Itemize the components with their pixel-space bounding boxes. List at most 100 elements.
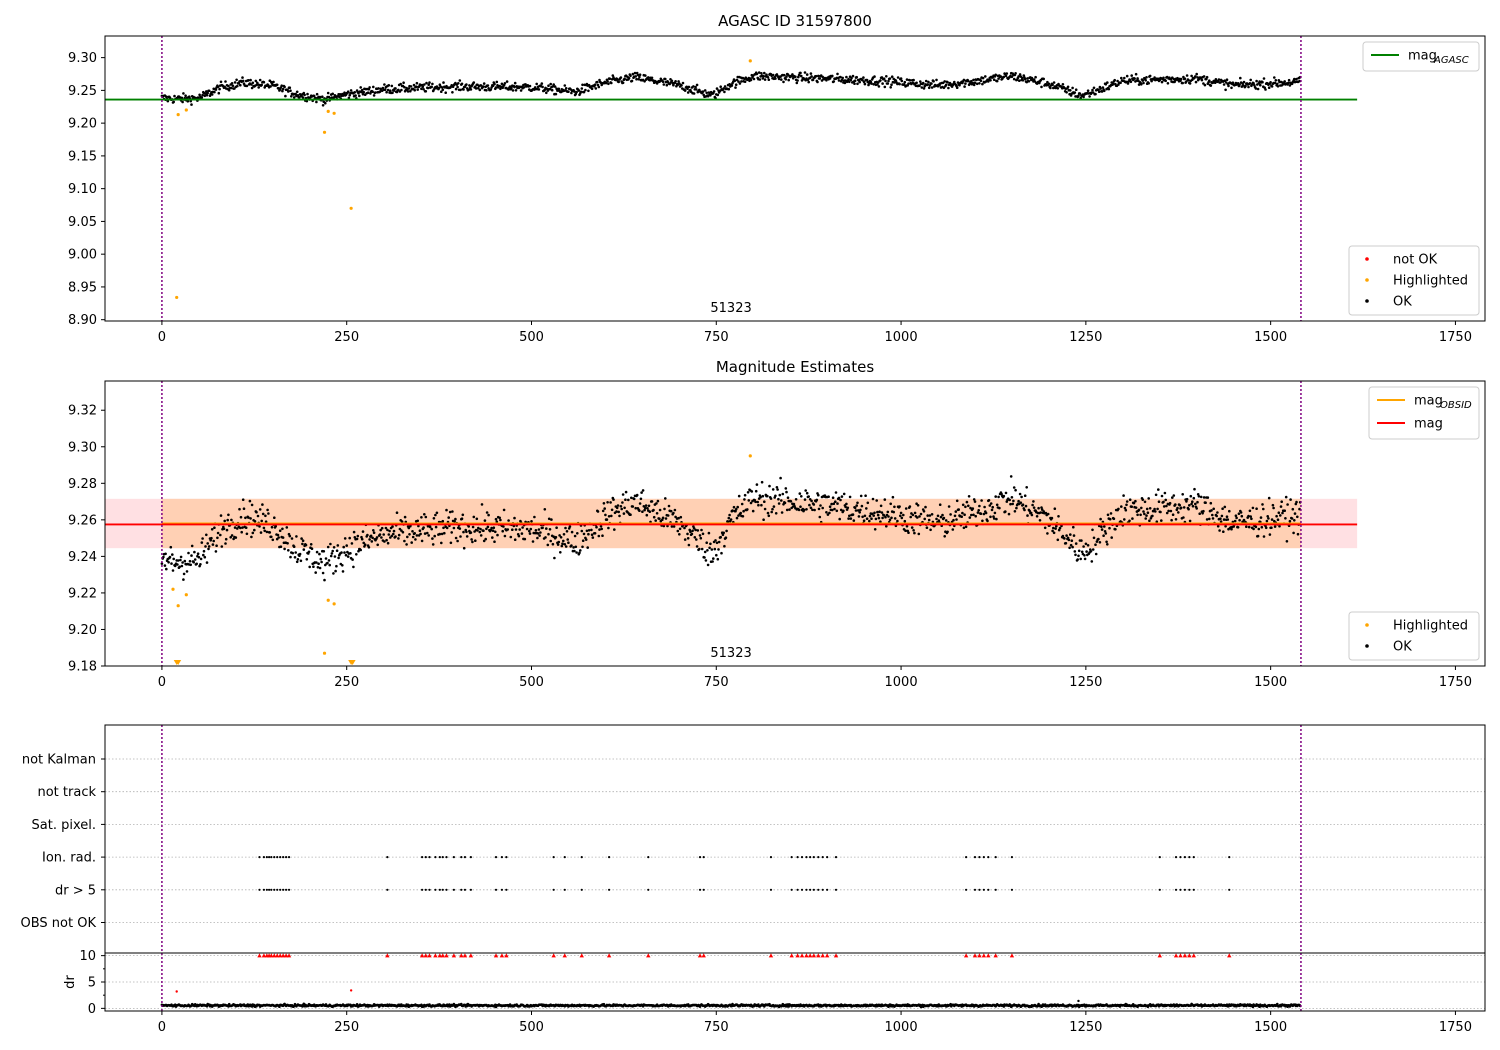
ok-point (206, 91, 209, 95)
ok-point (425, 81, 428, 85)
flag-point-ion-rad (1179, 856, 1182, 859)
ok-point (943, 535, 946, 538)
ok-point (941, 513, 944, 517)
ok-point (963, 513, 966, 516)
ok-point (537, 88, 541, 91)
flag-point-ion-rad (826, 856, 829, 859)
ok-point (715, 87, 719, 90)
ok-point (1028, 509, 1031, 513)
ok-point (683, 526, 686, 530)
ok-point (623, 77, 626, 81)
flag-point-ion-rad (438, 856, 441, 859)
ok-point (868, 519, 871, 523)
ok-point (1205, 518, 1209, 521)
ok-point (521, 526, 524, 529)
ok-point (785, 75, 788, 78)
ok-point (596, 510, 600, 513)
ok-point (332, 546, 336, 549)
ok-point (1040, 506, 1043, 509)
legend-line-subscript: AGASC (1433, 55, 1469, 66)
ok-point (717, 548, 720, 551)
ok-point (989, 502, 993, 505)
ok-point (268, 531, 272, 534)
ok-point (251, 81, 255, 85)
flag-point-ion-rad (262, 856, 266, 859)
ok-point (655, 502, 658, 505)
ok-point (1011, 502, 1014, 506)
ok-point (712, 557, 715, 560)
ok-point (610, 514, 613, 518)
ok-point (271, 538, 275, 542)
ok-point (440, 541, 443, 545)
ok-point (178, 565, 181, 569)
ok-point (758, 78, 762, 81)
ok-point (1042, 77, 1045, 81)
ok-point (415, 534, 419, 537)
ok-point (890, 75, 894, 78)
flag-point-ion-rad (563, 856, 566, 859)
ok-point (1120, 76, 1123, 80)
ok-point (968, 516, 972, 519)
flag-point-dr-gt-5 (809, 888, 812, 891)
ok-point (896, 519, 899, 523)
ok-point (728, 513, 731, 517)
ok-point (1136, 77, 1139, 80)
ok-point (1273, 76, 1276, 79)
ok-point (821, 506, 824, 510)
ok-point (833, 507, 836, 511)
ok-point (794, 75, 797, 78)
ok-point (804, 489, 807, 492)
ok-point (241, 79, 245, 83)
ok-point (254, 79, 258, 83)
ok-point (1179, 506, 1183, 510)
ok-point (965, 500, 969, 504)
ok-point (205, 93, 209, 97)
ok-point (1201, 512, 1204, 515)
ok-point (478, 88, 482, 92)
ok-point (1181, 493, 1184, 496)
ok-point (284, 94, 287, 98)
ok-point (809, 72, 813, 75)
ok-point (964, 525, 968, 529)
highlighted-point (322, 130, 327, 134)
ok-point (348, 536, 352, 540)
x-tick-label: 1750 (1439, 675, 1472, 690)
ok-point (1269, 81, 1272, 84)
ok-point (420, 87, 423, 91)
ok-point (283, 85, 286, 89)
ok-point (295, 90, 299, 94)
ok-point (665, 83, 669, 87)
y-tick-label: 8.90 (68, 313, 97, 328)
ok-point (1157, 500, 1161, 504)
ok-point (1122, 494, 1125, 497)
ok-point (995, 79, 999, 83)
ok-point (1019, 501, 1023, 505)
ok-point (171, 553, 174, 556)
ok-point (218, 87, 221, 91)
ok-point (403, 85, 406, 89)
ok-point (699, 536, 703, 540)
ok-point (932, 80, 935, 83)
y-tick-label: 9.32 (68, 404, 97, 419)
highlighted-point (748, 59, 752, 63)
ok-point (876, 510, 879, 514)
ok-point (1111, 82, 1115, 86)
legend-marker-swatch (1365, 257, 1369, 261)
ok-point (836, 72, 839, 76)
ok-point (645, 513, 649, 517)
ok-point (1194, 80, 1198, 84)
ok-point (1101, 86, 1105, 89)
ok-point (219, 80, 223, 84)
ok-point (1106, 81, 1109, 84)
ok-point (605, 518, 609, 521)
ok-point (277, 536, 281, 539)
ok-point (295, 560, 299, 564)
ok-point (727, 87, 731, 91)
ok-point (1082, 545, 1085, 548)
ok-point (719, 85, 722, 88)
ok-point (258, 525, 261, 528)
ok-point (967, 504, 970, 508)
ok-point (372, 94, 376, 97)
ok-point (762, 518, 765, 521)
ok-point (842, 509, 845, 513)
